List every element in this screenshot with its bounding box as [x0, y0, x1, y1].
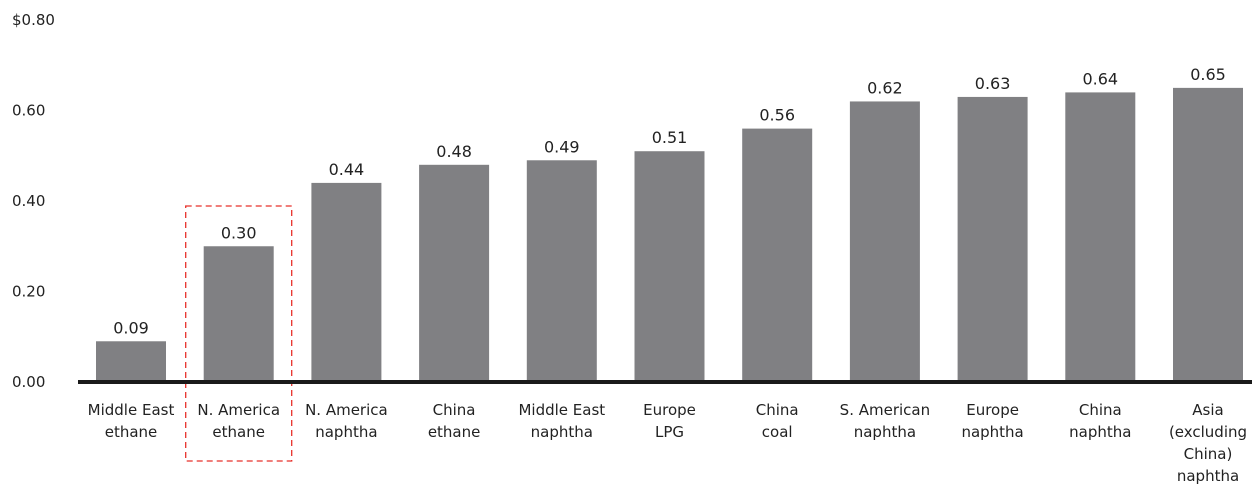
- category-label: coal: [762, 423, 793, 441]
- category-label: N. America: [197, 401, 280, 419]
- category-label: naphtha: [1069, 423, 1131, 441]
- bar: [526, 160, 597, 382]
- category-label: China: [756, 401, 799, 419]
- category-label: ethane: [105, 423, 158, 441]
- category-labels: Middle East ethane N. America ethane N. Amer…: [88, 401, 1247, 485]
- category-label: naphtha: [1177, 467, 1239, 485]
- bars: [96, 87, 1243, 383]
- category-label: naphtha: [315, 423, 377, 441]
- value-labels: 0.09 0.30 0.44 0.48 0.49 0.51 0.56 0.62 0.63 0.64…: [113, 65, 1226, 337]
- bar-value-label: 0.62: [867, 78, 903, 97]
- category-label: N. America: [305, 401, 388, 419]
- bar-value-label: 0.09: [113, 318, 149, 337]
- category-label: S. American: [840, 401, 930, 419]
- bar-value-label: 0.48: [436, 142, 472, 161]
- category-label: Asia: [1192, 401, 1223, 419]
- bar-value-label: 0.49: [544, 137, 580, 156]
- bar: [203, 246, 274, 382]
- bar-value-label: 0.56: [759, 106, 795, 125]
- bar-value-label: 0.63: [975, 74, 1011, 93]
- category-label: ethane: [212, 423, 265, 441]
- highlight: [185, 205, 293, 462]
- category-label: Middle East: [88, 401, 175, 419]
- bar: [419, 164, 490, 382]
- category-label: Europe: [643, 401, 696, 419]
- category-label: naphtha: [531, 423, 593, 441]
- category-label: naphtha: [961, 423, 1023, 441]
- y-tick-label: $0.80: [12, 11, 55, 29]
- category-label: China): [1184, 445, 1233, 463]
- category-label: ethane: [428, 423, 481, 441]
- bar-value-label: 0.44: [329, 160, 365, 179]
- y-tick-label: 0.40: [12, 192, 45, 210]
- highlight-dashed-box: [185, 205, 293, 462]
- bar-value-label: 0.30: [221, 223, 257, 242]
- category-label: LPG: [655, 423, 684, 441]
- bar: [1065, 92, 1136, 383]
- category-label: Middle East: [518, 401, 605, 419]
- category-label: (excluding: [1169, 423, 1247, 441]
- bar: [957, 96, 1028, 383]
- category-label: naphtha: [854, 423, 916, 441]
- bar: [1173, 87, 1243, 382]
- bar-value-label: 0.65: [1190, 65, 1226, 84]
- y-tick-label: 0.00: [12, 373, 45, 391]
- category-label: China: [433, 401, 476, 419]
- bar: [634, 151, 705, 382]
- bar: [742, 128, 813, 382]
- y-tick-label: 0.60: [12, 102, 45, 120]
- bar-value-label: 0.64: [1082, 69, 1118, 88]
- bar: [96, 341, 166, 382]
- bar: [311, 182, 382, 382]
- category-label: China: [1079, 401, 1122, 419]
- category-label: Europe: [966, 401, 1019, 419]
- y-tick-label: 0.20: [12, 283, 45, 301]
- bar-value-label: 0.51: [652, 128, 688, 147]
- bar: [849, 101, 920, 382]
- y-axis: 0.00 0.20 0.40 0.60 $0.80: [12, 11, 55, 391]
